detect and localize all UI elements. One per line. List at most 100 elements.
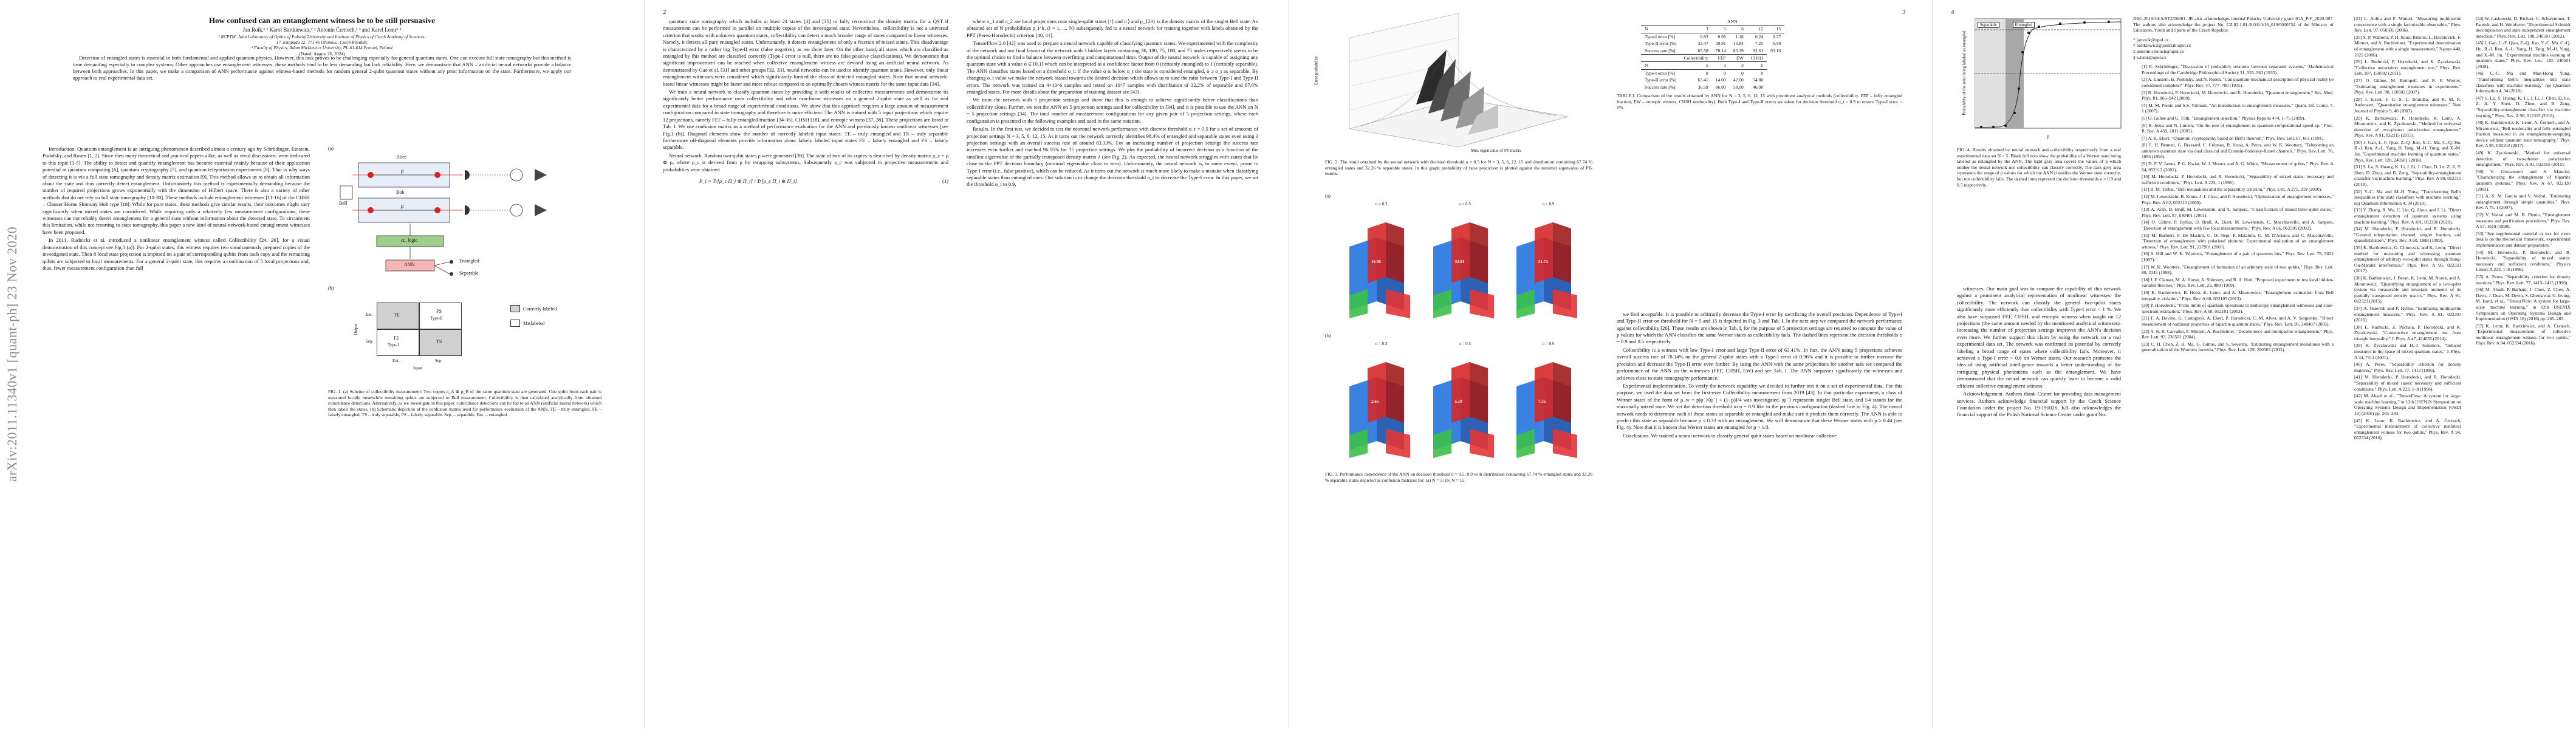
fig2-x-axis-label: Min. eigenvalue of PT-matrix <box>1471 148 1521 153</box>
reference-item: [48] K. Bartkiewicz, K. Lemr, A. Černoch… <box>2476 120 2571 149</box>
reference-item: [35] K. Bartkiewicz, G. Chimczak, and K.… <box>2354 244 2461 274</box>
table-cell: 33.47 <box>1697 41 1708 47</box>
affiliation-line: ¹ RCPTM, Joint Laboratory of Optics of P… <box>218 34 426 39</box>
table-header-ann: ANN <box>1680 18 1785 26</box>
table-header-cell: 3 <box>1711 61 1730 70</box>
cm-col-sep: Sep. <box>435 358 443 363</box>
reference-item: [43] K. Lemr, K. Bartkiewicz, and A. Čer… <box>2354 417 2461 441</box>
bar-face <box>1516 289 1535 318</box>
reference-item: [33] Y. Zhang, R. Wu, C. Lin, Q. Zhou, a… <box>2354 207 2461 225</box>
bar-face <box>1553 222 1571 283</box>
reference-item: [8] C. H. Bennett, G. Brassard, C. Crépe… <box>2142 142 2334 160</box>
error-probability-3d-plot <box>1349 13 1569 148</box>
bar-face <box>1368 362 1386 423</box>
table-header-cell: CHSH <box>1747 54 1767 63</box>
email-line: * jan.roik@upol.cz <box>2133 36 2169 43</box>
arxiv-stamp: arXiv:2011.11340v1 [quant-ph] 23 Nov 202… <box>4 226 19 482</box>
page-separator <box>1932 0 1933 729</box>
table-cell: 15.84 <box>1733 41 1744 47</box>
reference-item: [51] A. S. M. Garcia and V. Vedral, "Est… <box>2476 193 2571 211</box>
table-cell: 78.14 <box>1715 47 1726 53</box>
reference-item: [10] M. Horodecki, P. Horodecki, and R. … <box>2142 174 2334 185</box>
table-header-cell: 5 <box>1680 61 1712 70</box>
bar-face <box>1386 362 1404 423</box>
author-list: Jan Roik,¹ ² Karol Bartkiewicz,² ¹ Anton… <box>242 27 402 33</box>
cm-cell-fe <box>377 329 419 356</box>
page2-right-column: where π_1 and π_2 are local projections … <box>967 18 1258 190</box>
table-cell: 1.18 <box>1735 33 1744 39</box>
cc-logic-label: cc. logic <box>401 238 418 243</box>
table-header-cell: N <box>1641 25 1680 33</box>
reference-item: [26] Ł. Rudnicki, P. Horodecki, and K. Ż… <box>2354 59 2461 77</box>
fig4-legend-separable: Separable <box>1978 22 1999 28</box>
cm-legend: Correctly labeled Mislabeled <box>510 305 595 327</box>
fig3b-label: (b) <box>1325 333 1331 338</box>
paragraph: We train the network with 5 projection s… <box>967 97 1258 124</box>
bar-face <box>1386 222 1404 283</box>
alice-label: Alice <box>396 154 407 160</box>
table-cell: 0.96 <box>1718 33 1726 39</box>
reference-item: [25] S. P. Walborn, P. H. Souto Ribeiro,… <box>2354 34 2461 58</box>
bar-face <box>1553 289 1577 318</box>
table-1-caption: TABLE I. Comparison of the results obtai… <box>1617 93 1902 111</box>
paragraph: we find acceptable. It is possible to ar… <box>1617 310 1902 345</box>
equation-body: P_i = Tr[ρ_c Π_i ⊗ Π_i] / Tr[ρ_c Π_i ⊗ Π… <box>699 177 797 184</box>
table-cell: Success rate [%] <box>1645 47 1676 53</box>
reference-item: [19] K. Bartkiewicz, B. Horst, K. Lemr, … <box>2142 289 2334 301</box>
cm-fe-text: FE <box>394 335 400 341</box>
page-separator <box>644 0 645 729</box>
bar-face <box>1433 429 1451 458</box>
page-3: 3 Error probability Min. eigenvalue of P… <box>1289 0 1932 729</box>
cm-te-text: TE <box>394 312 400 318</box>
reference-item: [38] Ł. Rudnicki, Z. Puchała, P. Horodec… <box>2354 324 2461 341</box>
email-line: ‡ antonin.cernoch@upol.cz <box>2133 48 2184 54</box>
table-cell: 93.16 <box>1770 47 1781 53</box>
bar-face <box>1553 429 1577 458</box>
reference-item: [21] F. A. Bovino, G. Castagnoli, A. Eke… <box>2142 315 2334 327</box>
page-number: 4 <box>1951 9 1954 16</box>
reference-item: [31] S. Lu, S. Huang, K. Li, J. Li, J. C… <box>2354 164 2461 188</box>
table-header-cell <box>1641 54 1680 63</box>
table-header-cell: 12 <box>1747 25 1767 33</box>
bar-face <box>1386 429 1410 458</box>
bar-value-label: 5.10 <box>1454 399 1462 404</box>
bar-face <box>1469 429 1494 458</box>
table-cell: 0.27 <box>1772 33 1781 39</box>
reference-item: [9] D. F. V. James, P. G. Kwiat, W. J. M… <box>2142 161 2334 173</box>
bar-face <box>1451 222 1470 283</box>
reference-item: [24] L. Aolita and F. Mintert, "Measurin… <box>2354 16 2461 33</box>
bar-value-label: 16.50 <box>1371 259 1381 264</box>
equation-1: P_i = Tr[ρ_c Π_i ⊗ Π_i] / Tr[ρ_c Π_i ⊗ Π… <box>663 178 948 185</box>
svg-text:ρ: ρ <box>401 168 404 174</box>
bar-chart-graphic <box>1516 222 1577 318</box>
reference-item: [18] J. F. Clauser, M. A. Horne, A. Shim… <box>2142 276 2334 289</box>
reference-item: [11] B. M. Terhal, "Bell inequalities an… <box>2142 187 2322 193</box>
cm-output-axis: Output <box>353 323 358 335</box>
equation-number: (1) <box>942 177 948 184</box>
table-cell: 42.00 <box>1733 77 1744 83</box>
reference-item: [29] K. Bartkiewicz, P. Horodecki, K. Le… <box>2354 115 2461 139</box>
reference-list: [44] W. Laskowski, D. Richart, C. Schwem… <box>2467 16 2571 346</box>
reference-list: [24] L. Aolita and F. Mintert, "Measurin… <box>2346 16 2461 441</box>
bar-chart-graphic <box>1433 362 1494 458</box>
cm-cell-fs <box>419 303 462 329</box>
page4-right-column: [24] L. Aolita and F. Mintert, "Measurin… <box>2346 16 2461 442</box>
collectibility-scheme: ρ ρ <box>340 162 547 276</box>
cm-cell-te <box>377 303 419 329</box>
cm-row-sep: Sep. <box>366 339 374 344</box>
table-cell: 92.61 <box>1753 47 1764 53</box>
table-cell: 0 <box>1705 70 1708 76</box>
table-cell: 54.00 <box>1753 77 1764 83</box>
paragraph: Conclusions. We trained a neural network… <box>1623 432 1837 439</box>
email-line: † bartkiewicz@jointlab.upol.cz <box>2133 43 2191 49</box>
fig4-legend: Separable Entangled <box>1978 22 2121 28</box>
bar-chart-title: o = 0.5 <box>1459 202 1471 207</box>
cm-row-ent: Ent. <box>366 312 373 317</box>
bar-face <box>1469 289 1494 318</box>
cm-fs-text: FS <box>436 309 442 314</box>
figure-3: (a) o = 0.3 16.50 o = 0.5 32.91 o = 0.9 51.74… <box>1325 193 1592 521</box>
bar-chart-title: o = 0.5 <box>1459 341 1471 346</box>
reference-item: [39] K. Życzkowski and H.-J. Sommers, "I… <box>2354 343 2461 360</box>
reference-item: [46] C.-C. Ma and Man-Hong Yung, "Transf… <box>2476 70 2571 94</box>
figure-1-caption: FIG. 1. (a) Scheme of collectibility mea… <box>328 389 601 418</box>
